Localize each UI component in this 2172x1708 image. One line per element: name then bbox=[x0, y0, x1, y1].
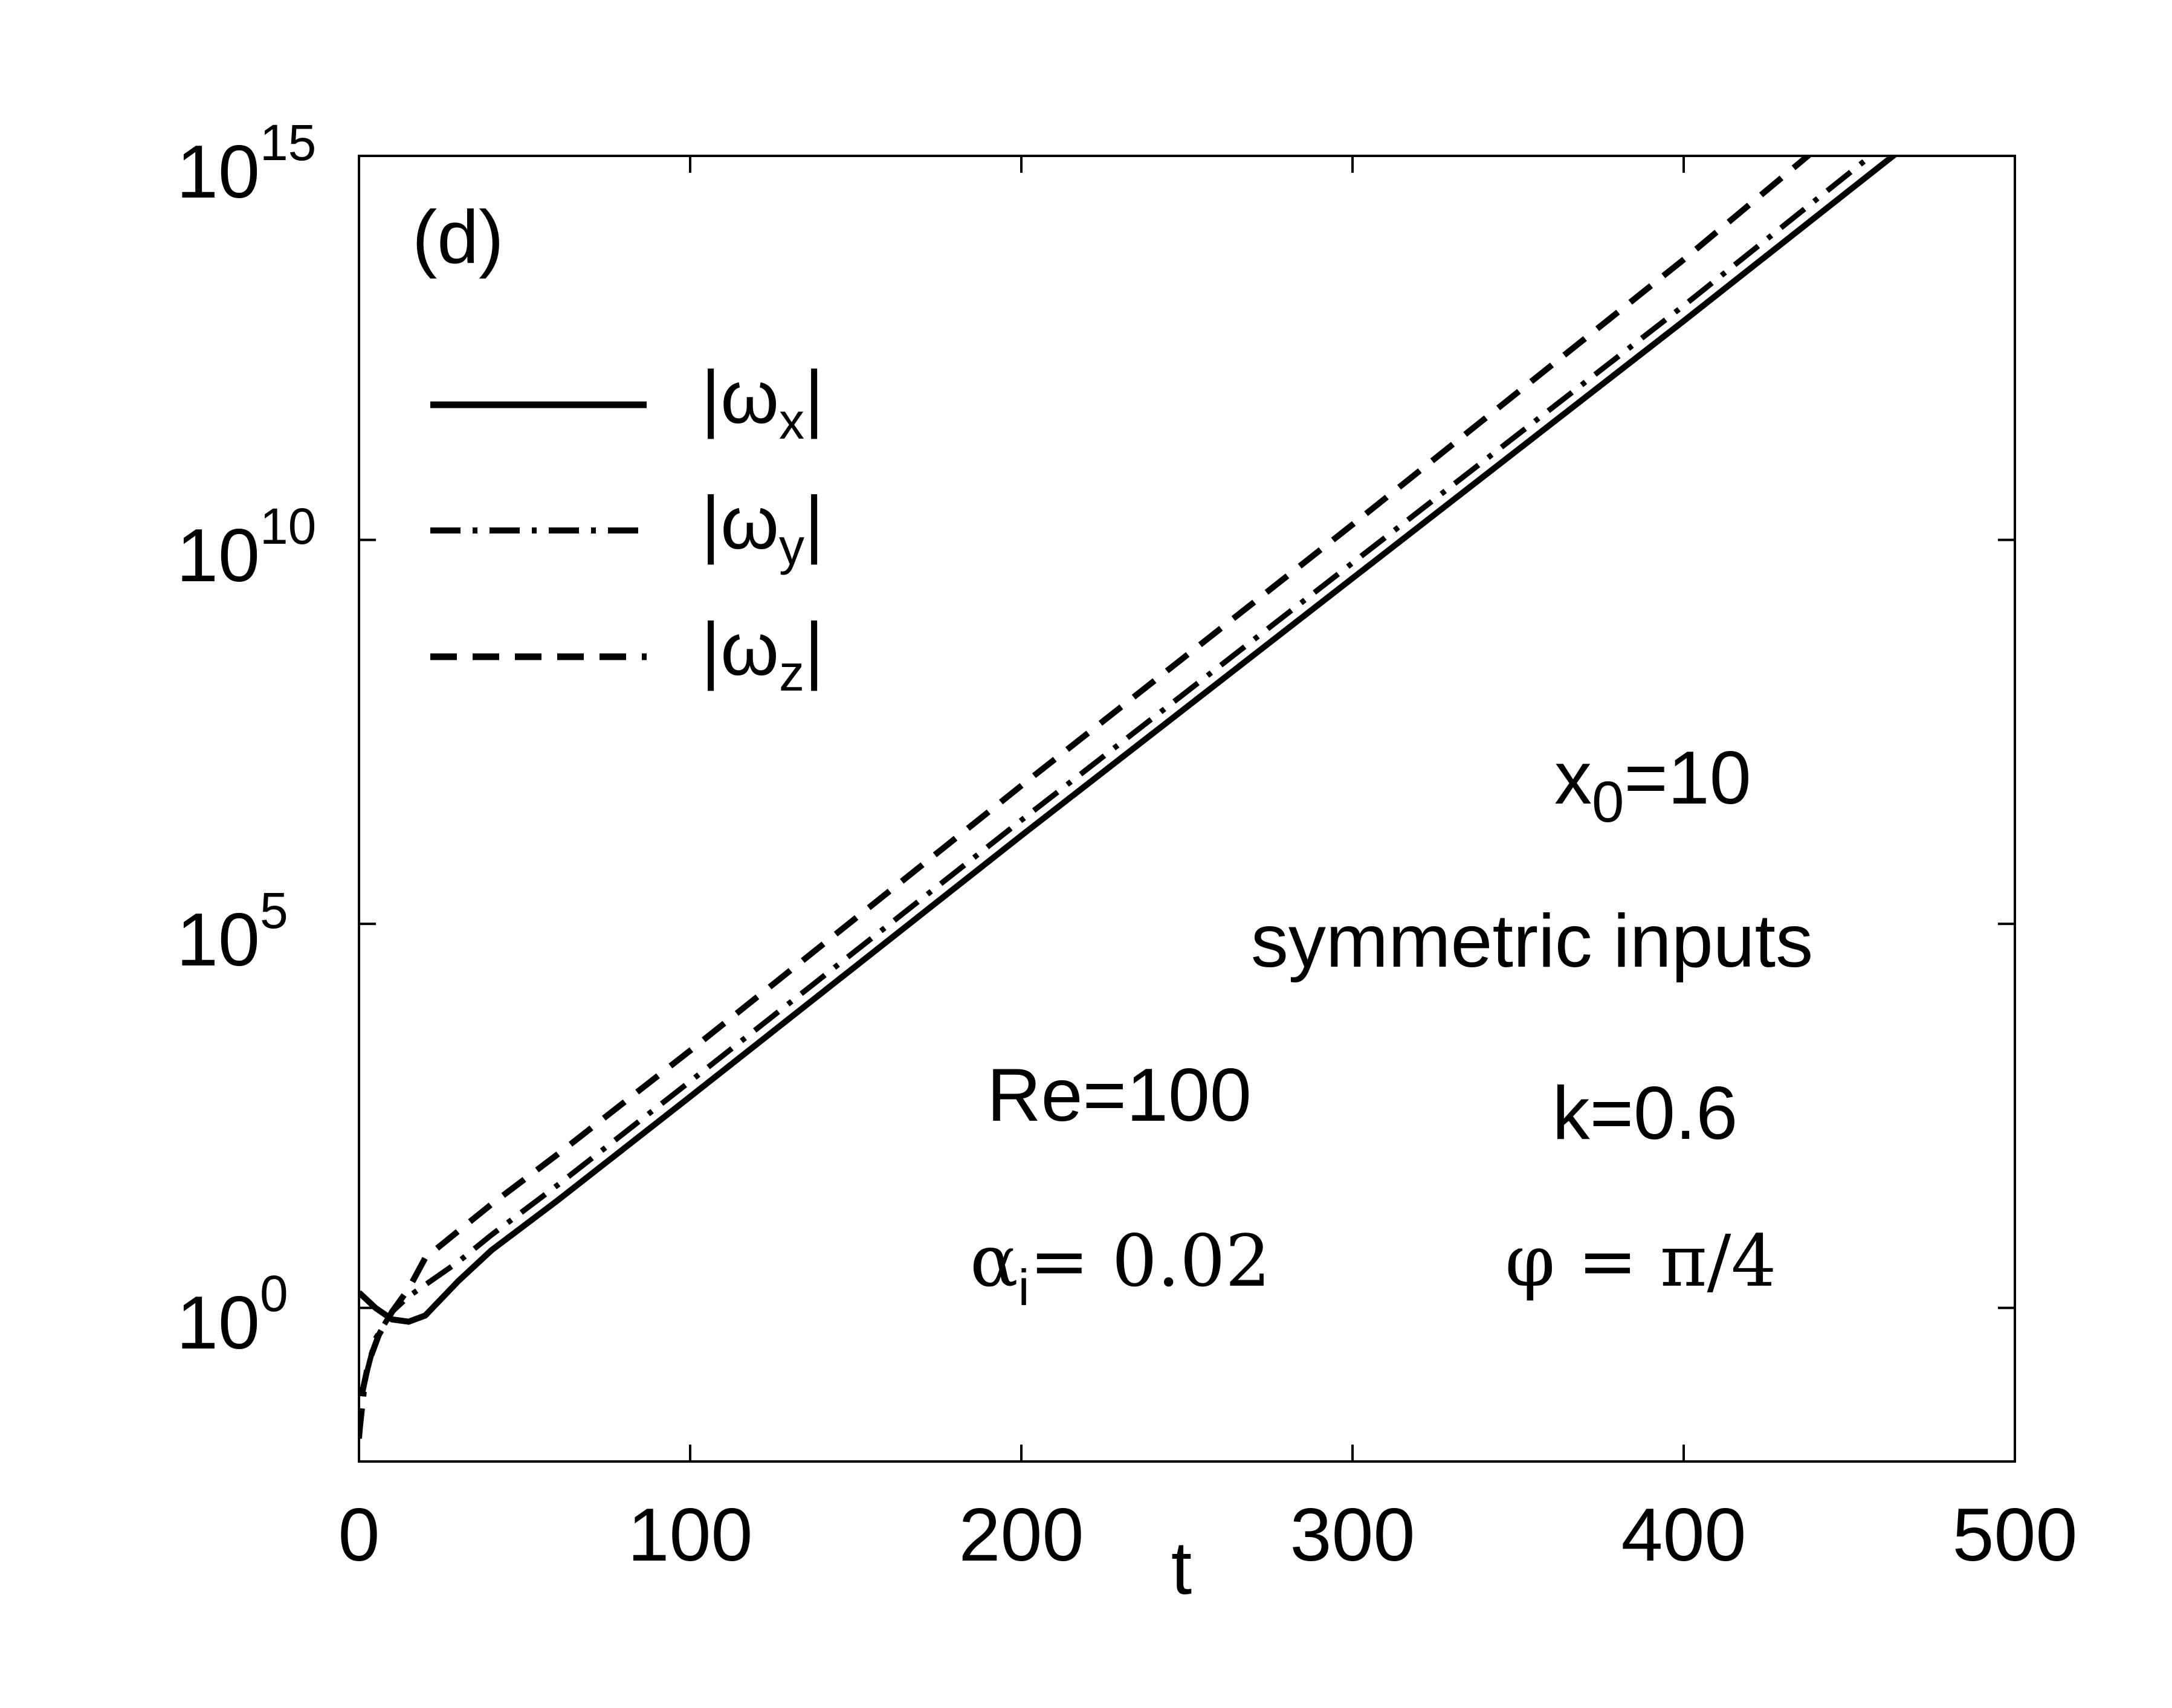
series-line-omega-z bbox=[359, 156, 1813, 1439]
annotation-x0: x0=10 bbox=[1554, 736, 1751, 834]
x-tick-label: 200 bbox=[959, 1494, 1084, 1577]
x-axis-label: t bbox=[1171, 1527, 1192, 1610]
x-axis-ticks bbox=[358, 156, 2016, 1461]
annotation-phi: φ = π/4 bbox=[1505, 1219, 1777, 1303]
panel-label: (d) bbox=[412, 196, 504, 279]
series-group bbox=[359, 156, 1898, 1439]
legend-entry-omega-z: |ωz| bbox=[701, 608, 824, 701]
legend-entry-omega-y: |ωy| bbox=[701, 482, 824, 575]
x-tick-label: 500 bbox=[1953, 1494, 2078, 1577]
annotation-alpha: αi= 0.02 bbox=[970, 1219, 1270, 1316]
series-line-omega-x bbox=[359, 156, 1898, 1325]
y-axis-ticks bbox=[359, 155, 2015, 1309]
annotation-inputs: symmetric inputs bbox=[1251, 900, 1813, 983]
y-tick-label: 1015 bbox=[176, 114, 316, 214]
annotation-re: Re=100 bbox=[987, 1054, 1252, 1137]
annotation-k: k=0.6 bbox=[1553, 1072, 1738, 1155]
x-tick-label: 0 bbox=[338, 1494, 380, 1577]
y-tick-label: 100 bbox=[176, 1265, 288, 1365]
x-tick-label: 300 bbox=[1290, 1494, 1415, 1577]
x-tick-label: 400 bbox=[1621, 1494, 1747, 1577]
plot-area-frame bbox=[358, 155, 2016, 1463]
y-tick-label: 1010 bbox=[176, 498, 316, 598]
legend: |ωx| |ωy| |ωz| bbox=[430, 356, 824, 701]
legend-entry-omega-x: |ωx| bbox=[701, 356, 824, 450]
x-tick-label: 100 bbox=[628, 1494, 753, 1577]
y-tick-label: 105 bbox=[176, 882, 288, 982]
series-line-omega-y bbox=[359, 156, 1875, 1439]
